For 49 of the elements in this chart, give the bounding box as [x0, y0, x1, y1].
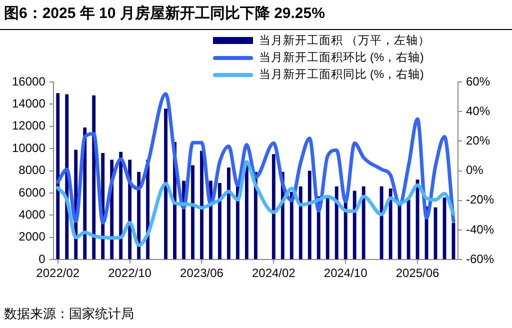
legend-label: 当月新开工面积 （万平，左轴）: [258, 33, 430, 48]
chart-title: 图6：2025 年 10 月房屋新开工同比下降 29.25%: [4, 4, 325, 23]
x-tick-label: 2023/06: [180, 266, 224, 280]
x-tick-label: 2025/06: [396, 266, 440, 280]
bar: [344, 202, 348, 260]
bar: [398, 204, 402, 260]
y-tick-label: 4000: [18, 208, 46, 222]
y-tick-label: 6000: [18, 185, 46, 200]
bar: [226, 167, 230, 260]
legend-label: 当月新开工面积同比 (%，右轴): [258, 67, 424, 82]
y2-tick-label: 0%: [466, 163, 484, 178]
y2-tick-label: 60%: [466, 74, 490, 88]
y2-tick-label: -60%: [466, 252, 494, 266]
y-tick-label: 2000: [18, 230, 46, 244]
y-tick-label: 8000: [18, 163, 46, 178]
bar: [290, 192, 294, 260]
y-tick-label: 12000: [12, 118, 46, 133]
bar: [137, 172, 140, 260]
source-note: 数据来源：国家统计局: [4, 305, 134, 323]
bar: [119, 152, 123, 260]
y2-tick-label: -20%: [466, 192, 494, 207]
y2-tick-label: 40%: [466, 104, 490, 118]
x-tick-label: 2024/02: [252, 266, 296, 280]
bar: [362, 186, 366, 260]
bar: [244, 160, 248, 260]
bar: [380, 186, 384, 260]
x-tick-label: 2022/10: [108, 266, 152, 280]
y2-tick-label: 20%: [466, 134, 490, 148]
bar: [200, 150, 204, 260]
line-series: [56, 92, 456, 224]
bar: [352, 190, 356, 260]
bar: [56, 93, 60, 260]
y2-tick-label: -40%: [466, 222, 494, 236]
y-tick-label: 0: [38, 252, 46, 266]
y-tick-label: 10000: [12, 140, 46, 155]
bar: [164, 108, 168, 260]
y-tick-label: 16000: [12, 74, 46, 88]
bar: [308, 170, 312, 260]
x-tick-label: 2022/02: [36, 266, 80, 280]
bar: [298, 186, 302, 260]
legend-label: 当月新开工面积环比 (%，右轴): [258, 50, 424, 65]
bar: [191, 165, 194, 260]
bar: [218, 183, 222, 260]
line-series: [56, 160, 456, 247]
x-tick-label: 2024/10: [324, 266, 368, 280]
bar: [388, 188, 392, 260]
bar: [272, 154, 276, 260]
bar: [334, 186, 338, 260]
y-tick-label: 14000: [12, 96, 46, 111]
